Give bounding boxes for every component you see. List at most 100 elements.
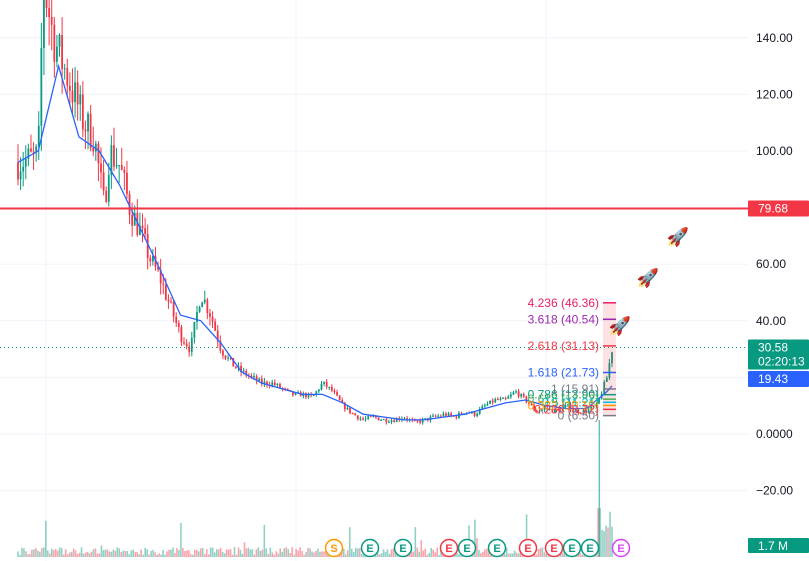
candle-body (167, 299, 170, 302)
candle-body (395, 418, 398, 423)
event-marker-circle[interactable] (360, 538, 380, 558)
volume-bar (352, 551, 355, 557)
y-tick-label: 120.00 (756, 87, 793, 101)
event-marker[interactable]: E (360, 538, 380, 558)
event-marker-circle[interactable] (611, 538, 631, 558)
candle-body (603, 381, 606, 394)
candle-body (364, 418, 367, 420)
volume-bar (390, 549, 393, 557)
volume-badge[interactable]: 1.7 M (748, 538, 809, 553)
candle-body (250, 375, 253, 377)
candle-body (276, 383, 279, 386)
event-marker[interactable]: E (580, 538, 600, 558)
volume-bar (102, 549, 105, 557)
volume-bar (130, 550, 133, 557)
candle-body (390, 420, 393, 423)
candle-body (605, 377, 608, 382)
candle-body (74, 82, 76, 103)
candle-body (245, 370, 248, 376)
emoji-layer: 🚀 🚀 🚀 (609, 226, 689, 336)
volume-bar (307, 547, 309, 557)
volume-bar (66, 554, 69, 557)
event-marker[interactable]: E (457, 538, 477, 558)
volume-bar (319, 551, 321, 557)
event-marker-circle[interactable] (544, 538, 564, 558)
event-marker-circle[interactable] (562, 538, 582, 558)
volume-bar (176, 547, 178, 557)
volume-bar (17, 551, 19, 557)
ma-value-badge[interactable]: 19.43 (748, 371, 809, 388)
candle-body (478, 408, 481, 414)
event-marker-circle[interactable] (580, 538, 600, 558)
volume-bar (251, 549, 254, 557)
event-marker[interactable]: E (562, 538, 582, 558)
volume-bar (178, 550, 180, 557)
candle-body (499, 398, 502, 400)
candle-body (517, 391, 520, 397)
candle-body (372, 415, 375, 417)
volume-bar (325, 549, 327, 557)
volume-bar (436, 547, 438, 557)
volume-badge-bg (748, 538, 809, 553)
candle-body (190, 337, 193, 352)
candle-body (450, 413, 453, 416)
candle-body (234, 366, 237, 368)
event-marker[interactable]: E (518, 538, 538, 558)
candle-body (89, 113, 92, 149)
volume-bar (428, 552, 431, 557)
event-marker-circle[interactable] (487, 538, 507, 558)
rocket-emoji: 🚀 (609, 315, 631, 336)
candle-body (554, 409, 556, 413)
volume-bar (545, 553, 548, 557)
volume-bar (211, 547, 214, 557)
volume-bar (311, 551, 313, 557)
event-marker[interactable]: E (393, 538, 413, 558)
event-marker-circle[interactable] (324, 538, 344, 558)
candle-body (196, 312, 198, 322)
candle-body (338, 395, 341, 401)
event-marker[interactable]: E (544, 538, 564, 558)
event-marker-letter: E (493, 543, 500, 555)
event-marker-circle[interactable] (457, 538, 477, 558)
event-marker[interactable]: E (611, 538, 631, 558)
candle-body (419, 420, 421, 423)
event-marker-circle[interactable] (518, 538, 538, 558)
volume-bar (605, 525, 607, 557)
event-marker-circle[interactable] (393, 538, 413, 558)
candle-body (328, 386, 331, 388)
volume-bar (521, 554, 524, 557)
volume-bar (209, 547, 212, 557)
candle-body (507, 396, 510, 399)
event-marker[interactable]: E (487, 538, 507, 558)
y-tick-label: 40.00 (756, 314, 786, 328)
volume-bar (227, 549, 230, 557)
event-marker-letter: E (399, 543, 406, 555)
event-marker-circle[interactable] (439, 538, 459, 558)
candle-body (323, 381, 325, 384)
candle-body (574, 409, 577, 411)
volume-bar (309, 548, 311, 557)
candle-body (434, 415, 437, 417)
volume-bar (386, 549, 389, 557)
y-tick-label: 140.00 (756, 31, 793, 45)
event-marker[interactable]: S (324, 538, 344, 558)
volume-bar (478, 549, 480, 557)
volume-bar (362, 554, 365, 557)
candle-body (307, 393, 310, 398)
candle-body (216, 330, 219, 342)
event-marker[interactable]: E (439, 538, 459, 558)
ma-value-badge-bg (748, 371, 809, 388)
volume-bar (96, 553, 99, 557)
volume-bar (50, 548, 53, 557)
volume-bar (267, 554, 270, 557)
candle-body (367, 416, 370, 419)
candle-body (206, 299, 209, 314)
volume-bar (184, 550, 186, 557)
resistance-badge[interactable]: 79.68 (748, 200, 809, 217)
candle-body (214, 321, 217, 331)
candle-body (530, 404, 533, 406)
volume-bar (253, 554, 256, 557)
